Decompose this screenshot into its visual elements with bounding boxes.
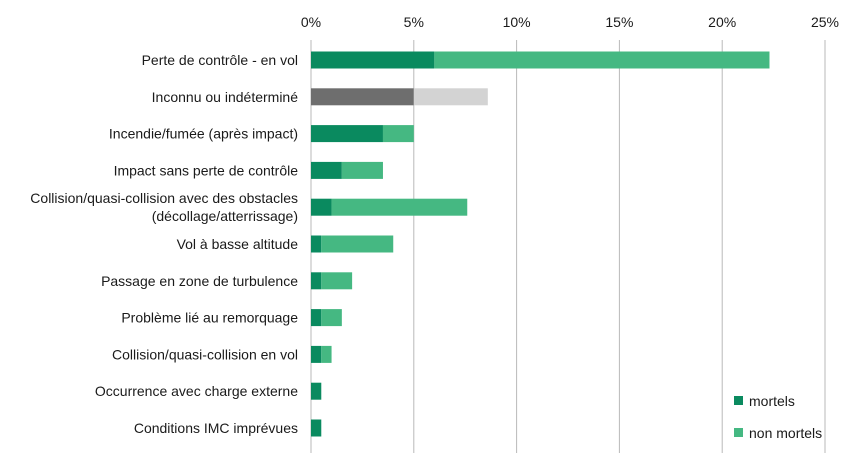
x-tick-label: 10%: [503, 14, 531, 30]
category-label-line: Problème lié au remorquage: [121, 310, 298, 326]
category-label: Impact sans perte de contrôle: [114, 162, 299, 178]
legend-swatch-mortels: [734, 396, 743, 405]
legend-swatch-non-mortels: [734, 428, 743, 437]
bar-mortels: [311, 272, 322, 290]
category-label-line: Passage en zone de turbulence: [101, 273, 298, 289]
category-label: Perte de contrôle - en vol: [142, 52, 298, 68]
category-label-line: Vol à basse altitude: [177, 236, 299, 252]
x-tick-label: 25%: [811, 14, 839, 30]
category-label-line: Perte de contrôle - en vol: [142, 52, 298, 68]
category-label: Collision/quasi-collision avec des obsta…: [30, 190, 298, 224]
bar-non-mortels: [341, 161, 383, 179]
bar-mortels: [311, 125, 383, 143]
legend: mortels non mortels: [734, 392, 822, 456]
bar-mortels: [311, 345, 322, 363]
bar-non-mortels: [321, 309, 342, 327]
category-label-line: Conditions IMC imprévues: [134, 420, 298, 436]
x-tick-label: 20%: [708, 14, 736, 30]
category-label: Vol à basse altitude: [177, 236, 299, 252]
bar-non-mortels: [321, 345, 332, 363]
bar-non-mortels: [331, 198, 468, 216]
bar-non-mortels: [321, 272, 353, 290]
bar-mortels: [311, 235, 322, 253]
category-label: Incendie/fumée (après impact): [109, 126, 298, 142]
category-label-line: (décollage/atterrissage): [152, 208, 298, 224]
bar-mortels: [311, 419, 322, 437]
category-label: Occurrence avec charge externe: [95, 383, 298, 399]
x-tick-label: 0%: [301, 14, 321, 30]
x-tick-label: 15%: [605, 14, 633, 30]
category-label-line: Impact sans perte de contrôle: [114, 162, 299, 178]
legend-label-non-mortels: non mortels: [749, 424, 823, 441]
bar-non-mortels: [434, 51, 770, 69]
category-label-line: Collision/quasi-collision avec des obsta…: [30, 190, 298, 206]
bar-non-mortels: [321, 235, 394, 253]
category-label: Passage en zone de turbulence: [101, 273, 298, 289]
bar-mortels: [311, 382, 322, 400]
bar-mortels: [311, 51, 435, 69]
bar-mortels: [311, 198, 332, 216]
category-label: Conditions IMC imprévues: [134, 420, 298, 436]
category-label: Problème lié au remorquage: [121, 310, 298, 326]
bar-non-mortels: [382, 125, 414, 143]
category-label: Collision/quasi-collision en vol: [112, 346, 298, 362]
category-label-line: Incendie/fumée (après impact): [109, 126, 298, 142]
bar-mortels: [311, 309, 322, 327]
legend-label-mortels: mortels: [749, 392, 795, 409]
category-label-line: Collision/quasi-collision en vol: [112, 346, 298, 362]
category-label-line: Inconnu ou indéterminé: [152, 89, 299, 105]
legend-item-non-mortels: non mortels: [734, 424, 822, 441]
legend-item-mortels: mortels: [734, 392, 822, 409]
category-label-line: Occurrence avec charge externe: [95, 383, 298, 399]
x-tick-label: 5%: [404, 14, 424, 30]
bar-mortels: [311, 161, 342, 179]
bar-non-mortels: [413, 88, 488, 106]
category-label: Inconnu ou indéterminé: [152, 89, 299, 105]
bar-mortels: [311, 88, 414, 106]
